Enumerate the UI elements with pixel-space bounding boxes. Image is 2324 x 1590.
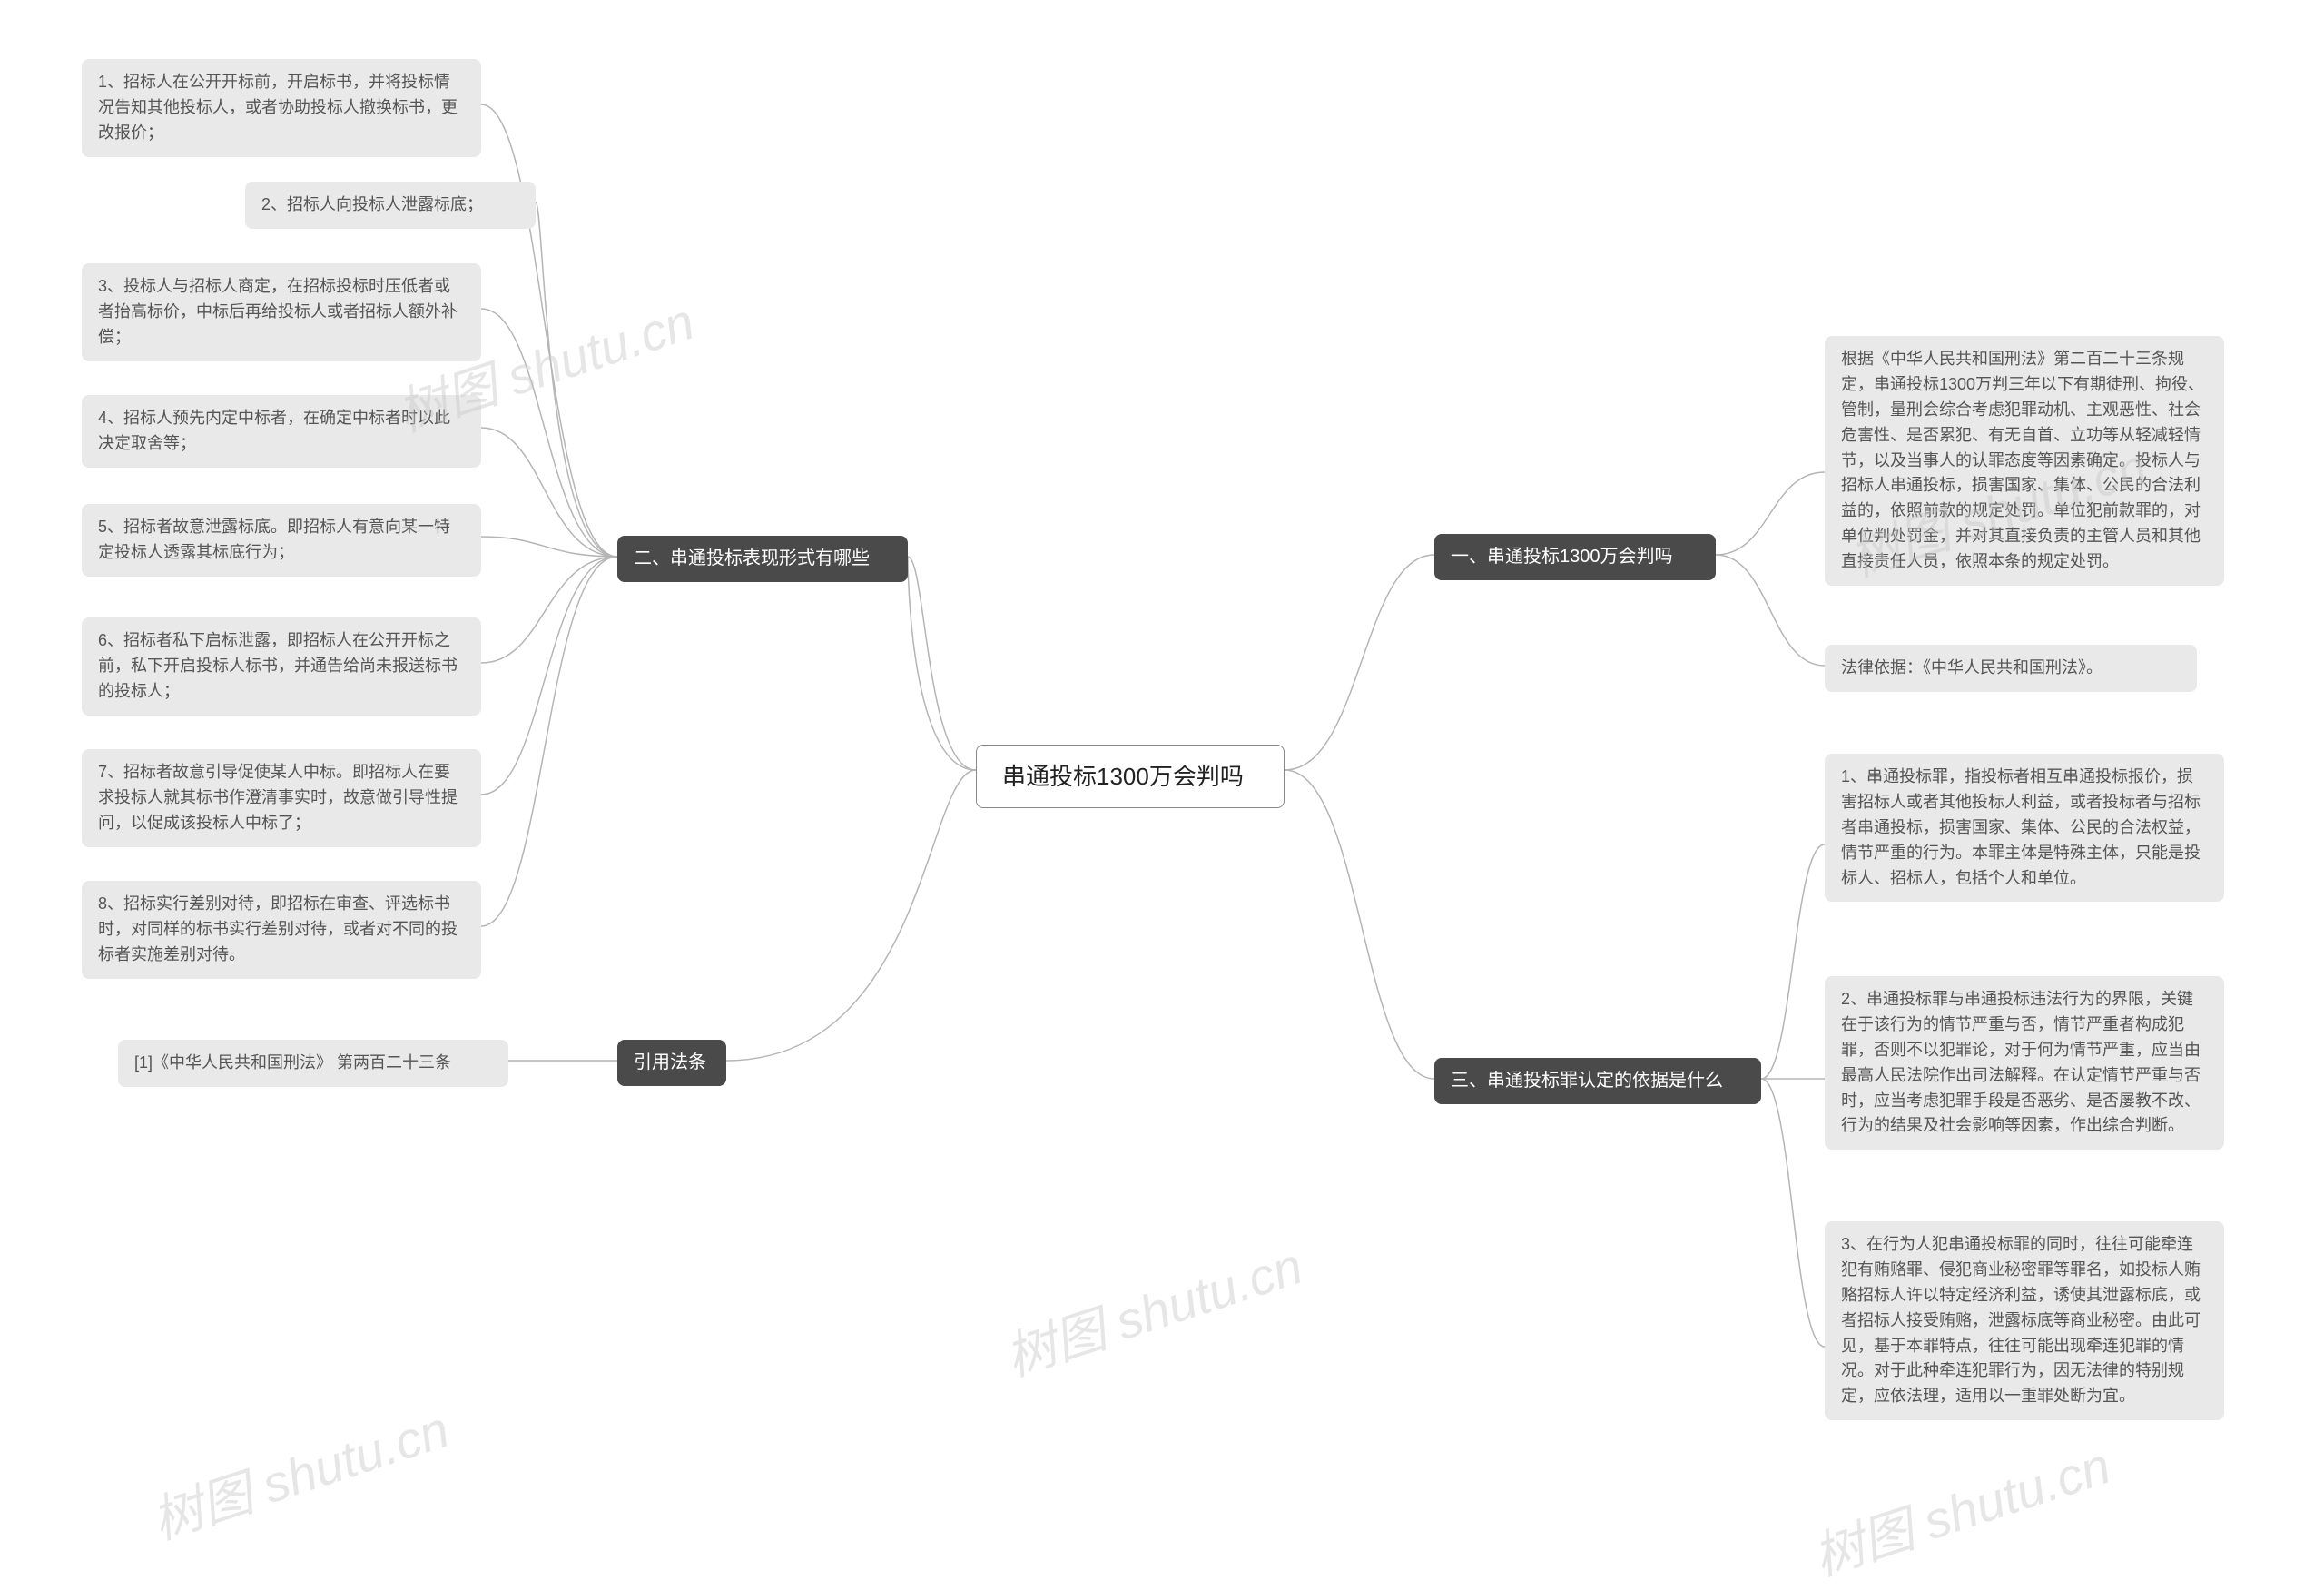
mindmap-canvas: 串通投标1300万会判吗 一、串通投标1300万会判吗 根据《中华人民共和国刑法… bbox=[0, 0, 2324, 1546]
leaf-b2-1: 1、招标人在公开开标前，开启标书，并将投标情况告知其他投标人，或者协助投标人撤换… bbox=[82, 59, 481, 157]
leaf-citation-1: [1]《中华人民共和国刑法》 第两百二十三条 bbox=[118, 1040, 508, 1087]
leaf-b2-3: 3、投标人与招标人商定，在招标投标时压低者或者抬高标价，中标后再给投标人或者招标… bbox=[82, 263, 481, 361]
leaf-b1-1: 根据《中华人民共和国刑法》第二百二十三条规定，串通投标1300万判三年以下有期徒… bbox=[1825, 336, 2224, 586]
leaf-b3-1: 1、串通投标罪，指投标者相互串通投标报价，损害招标人或者其他投标人利益，或者投标… bbox=[1825, 754, 2224, 902]
leaf-b2-7: 7、招标者故意引导促使某人中标。即招标人在要求投标人就其标书作澄清事实时，故意做… bbox=[82, 749, 481, 847]
leaf-b2-8: 8、招标实行差别对待，即招标在审查、评选标书时，对同样的标书实行差别对待，或者对… bbox=[82, 881, 481, 979]
branch-2[interactable]: 二、串通投标表现形式有哪些 bbox=[617, 536, 908, 582]
branch-3[interactable]: 三、串通投标罪认定的依据是什么 bbox=[1434, 1058, 1761, 1104]
leaf-b2-5: 5、招标者故意泄露标底。即招标人有意向某一特定投标人透露其标底行为； bbox=[82, 504, 481, 577]
watermark: 树图 shutu.cn bbox=[995, 1226, 1311, 1391]
leaf-b2-4: 4、招标人预先内定中标者，在确定中标者时以此决定取舍等； bbox=[82, 395, 481, 468]
leaf-b1-2: 法律依据：《中华人民共和国刑法》。 bbox=[1825, 645, 2197, 692]
branch-citation[interactable]: 引用法条 bbox=[617, 1040, 726, 1086]
root-node[interactable]: 串通投标1300万会判吗 bbox=[976, 745, 1285, 808]
watermark: 树图 shutu.cn bbox=[142, 1389, 458, 1555]
leaf-b3-3: 3、在行为人犯串通投标罪的同时，往往可能牵连犯有贿赂罪、侵犯商业秘密罪等罪名，如… bbox=[1825, 1221, 2224, 1420]
leaf-b2-2: 2、招标人向投标人泄露标底； bbox=[245, 182, 536, 229]
branch-1[interactable]: 一、串通投标1300万会判吗 bbox=[1434, 534, 1716, 580]
leaf-b2-6: 6、招标者私下启标泄露，即招标人在公开开标之前，私下开启投标人标书，并通告给尚未… bbox=[82, 617, 481, 716]
watermark: 树图 shutu.cn bbox=[1803, 1426, 2119, 1590]
leaf-b3-2: 2、串通投标罪与串通投标违法行为的界限，关键在于该行为的情节严重与否，情节严重者… bbox=[1825, 976, 2224, 1150]
